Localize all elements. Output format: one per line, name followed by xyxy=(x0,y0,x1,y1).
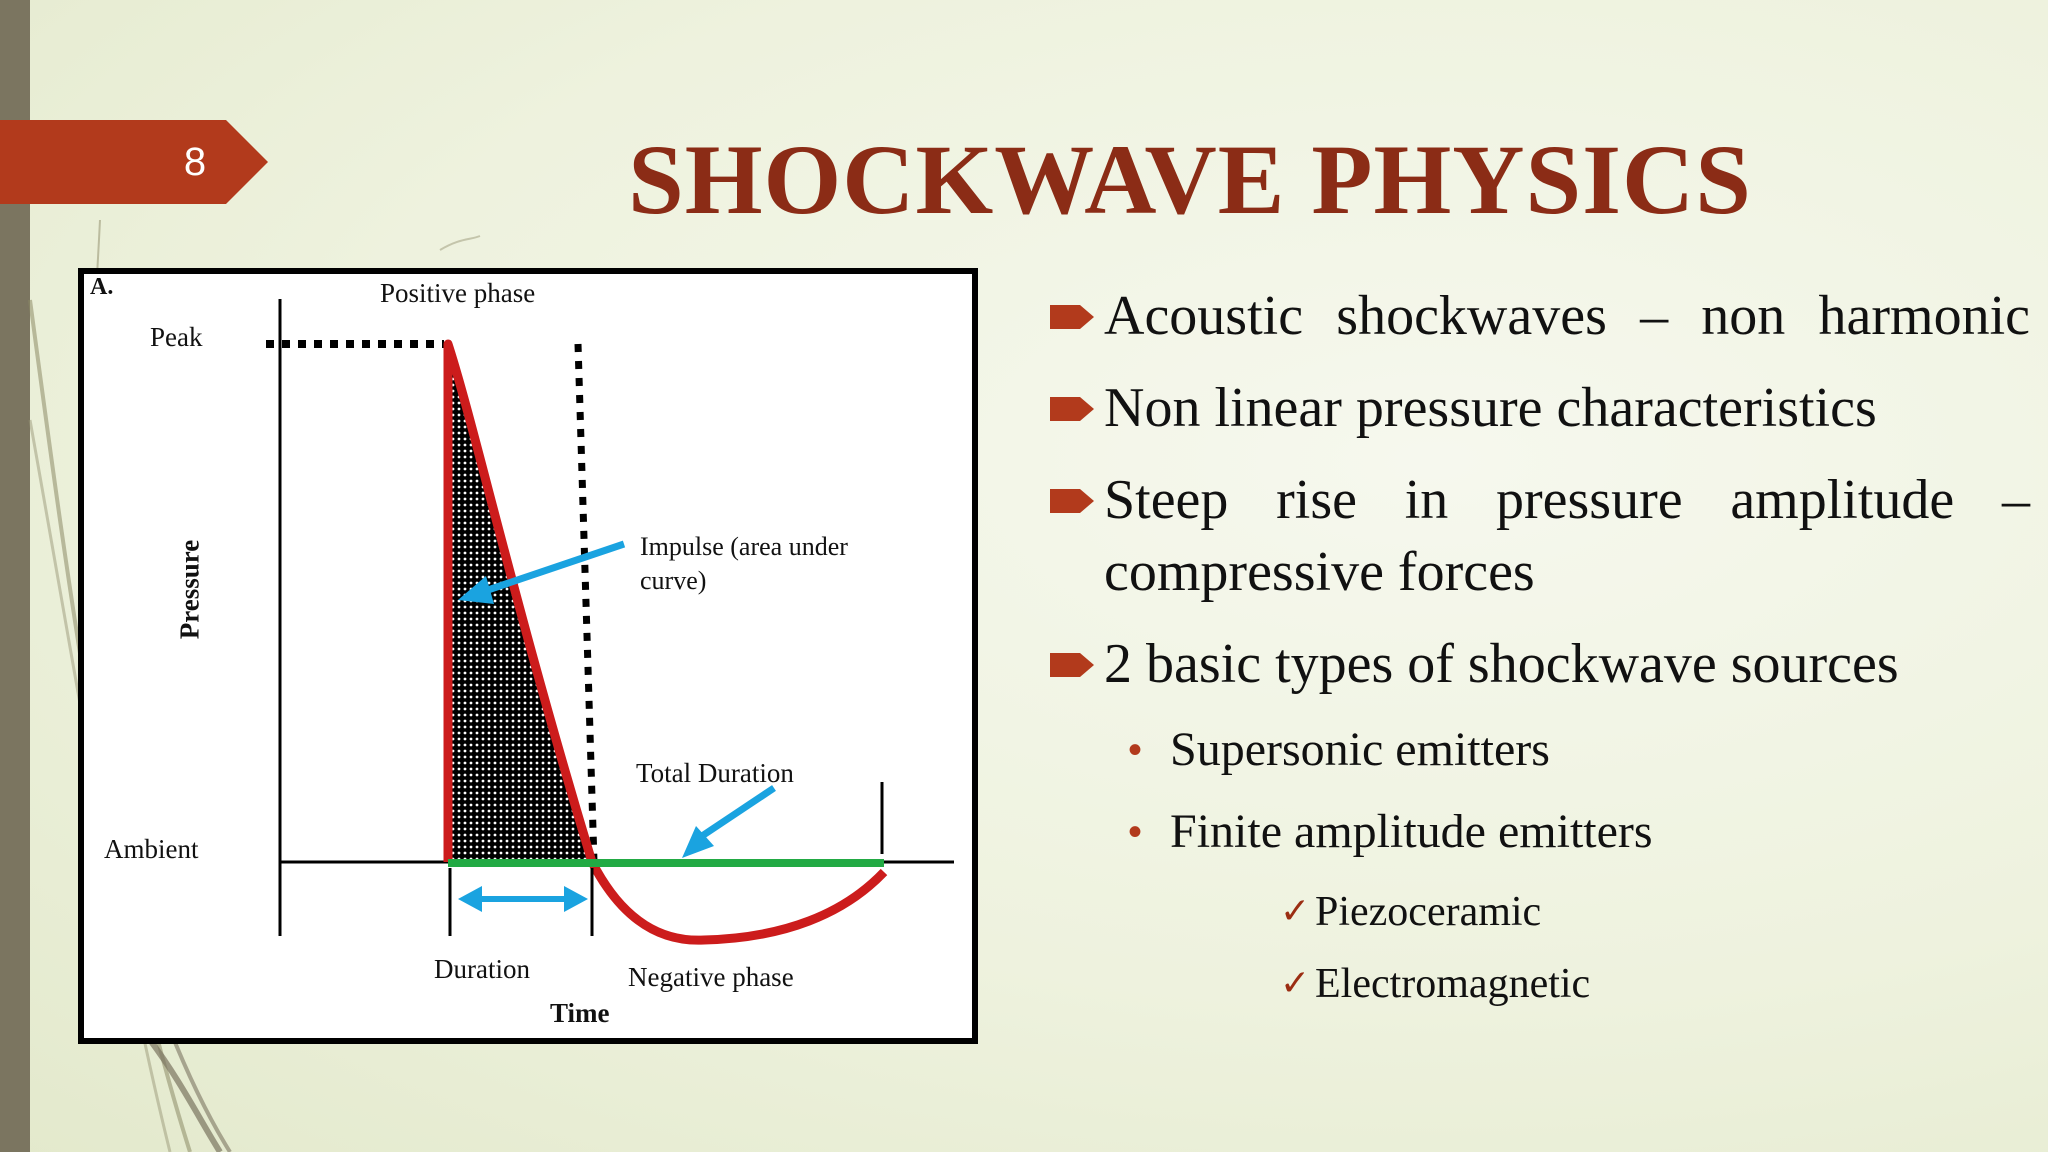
dot-bullet-icon: • xyxy=(1128,810,1143,854)
arrow-bullet-icon xyxy=(1050,489,1094,513)
sub-sub-bullet-text: Piezoceramic xyxy=(1315,889,1542,935)
impulse-pointer-arrow-head xyxy=(458,576,494,604)
total-duration-pointer-arrow-head xyxy=(682,826,714,858)
bullet-list: Acoustic shockwaves – non harmonic Non l… xyxy=(1050,280,2030,1028)
peak-label: Peak xyxy=(150,322,203,352)
slide-number-tag: 8 xyxy=(0,120,268,204)
pressure-axis-label: Pressure xyxy=(174,539,205,640)
duration-label: Duration xyxy=(434,954,530,984)
sub-sub-bullet-item: ✓ Electromagnetic xyxy=(1050,956,2030,1012)
dot-bullet-icon: • xyxy=(1128,728,1143,772)
total-duration-label: Total Duration xyxy=(636,758,794,788)
checkmark-icon: ✓ xyxy=(1280,963,1311,1004)
bullet-item: Steep rise in pressure amplitude – compr… xyxy=(1050,464,2030,608)
checkmark-icon: ✓ xyxy=(1280,891,1311,932)
ambient-label: Ambient xyxy=(104,834,199,864)
positive-phase-end-dotted-line xyxy=(574,343,598,863)
impulse-pointer-arrow xyxy=(480,540,626,596)
impulse-label: Impulse (area under curve) xyxy=(640,532,848,595)
pressure-time-graph xyxy=(266,299,954,945)
bullet-text: Acoustic shockwaves – non harmonic xyxy=(1104,285,2030,347)
negative-phase-label: Negative phase xyxy=(628,962,794,992)
shockwave-pressure-diagram: A. Positive phase Peak Pressure Impulse … xyxy=(78,268,978,1044)
pressure-curve xyxy=(443,339,888,945)
sub-sub-bullet-item: ✓ Piezoceramic xyxy=(1050,884,2030,940)
positive-phase-label: Positive phase xyxy=(380,278,536,308)
arrow-bullet-icon xyxy=(1050,305,1094,329)
sub-bullet-text: Supersonic emitters xyxy=(1170,723,1550,776)
sub-bullet-item: • Finite amplitude emitters xyxy=(1050,802,2030,862)
slide-number: 8 xyxy=(183,140,207,184)
bullet-item: Acoustic shockwaves – non harmonic xyxy=(1050,280,2030,352)
duration-arrow-left-head xyxy=(458,886,482,912)
time-axis-label: Time xyxy=(550,998,610,1028)
slide-number-tag-shape xyxy=(0,120,268,204)
bullet-item: Non linear pressure characteristics xyxy=(1050,372,2030,444)
sub-sub-bullet-text: Electromagnetic xyxy=(1315,961,1591,1007)
bullet-text: Steep rise in pressure amplitude – compr… xyxy=(1104,469,2030,603)
arrow-bullet-icon xyxy=(1050,653,1094,677)
slide-title: SHOCKWAVE PHYSICS xyxy=(628,124,1752,235)
bullet-text: Non linear pressure characteristics xyxy=(1104,377,1877,439)
sub-bullet-item: • Supersonic emitters xyxy=(1050,720,2030,780)
panel-label: A. xyxy=(90,274,114,300)
duration-arrow-right-head xyxy=(564,886,588,912)
bullet-item: 2 basic types of shockwave sources xyxy=(1050,628,2030,700)
total-duration-pointer-arrow xyxy=(694,785,776,843)
bullet-text: 2 basic types of shockwave sources xyxy=(1104,633,1899,695)
arrow-bullet-icon xyxy=(1050,397,1094,421)
sub-bullet-text: Finite amplitude emitters xyxy=(1170,805,1653,858)
